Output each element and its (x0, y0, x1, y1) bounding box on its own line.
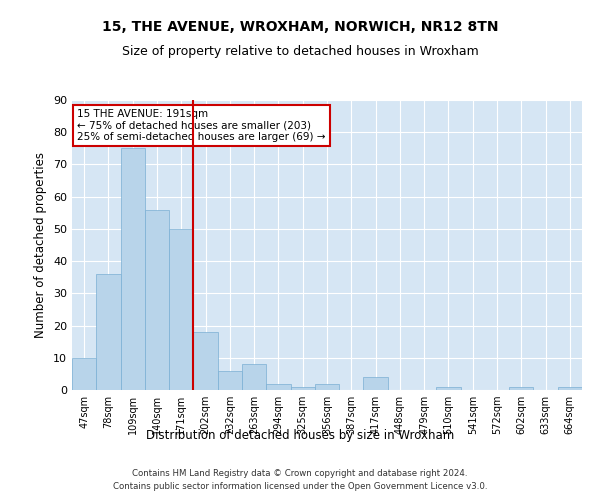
Bar (218, 370, 242, 390)
Bar (72, 358, 96, 390)
Bar (242, 364, 266, 390)
Bar (315, 384, 339, 390)
Bar (558, 387, 582, 390)
Bar (121, 148, 145, 390)
Bar (169, 229, 193, 390)
Bar (509, 387, 533, 390)
Text: 15 THE AVENUE: 191sqm
← 75% of detached houses are smaller (203)
25% of semi-det: 15 THE AVENUE: 191sqm ← 75% of detached … (77, 108, 326, 142)
Y-axis label: Number of detached properties: Number of detached properties (34, 152, 47, 338)
Text: Contains public sector information licensed under the Open Government Licence v3: Contains public sector information licen… (113, 482, 487, 491)
Text: Distribution of detached houses by size in Wroxham: Distribution of detached houses by size … (146, 428, 454, 442)
Bar (96, 274, 121, 390)
Bar (436, 387, 461, 390)
Bar (364, 377, 388, 390)
Bar (145, 210, 169, 390)
Bar (290, 387, 315, 390)
Bar (266, 384, 290, 390)
Text: 15, THE AVENUE, WROXHAM, NORWICH, NR12 8TN: 15, THE AVENUE, WROXHAM, NORWICH, NR12 8… (102, 20, 498, 34)
Bar (193, 332, 218, 390)
Text: Size of property relative to detached houses in Wroxham: Size of property relative to detached ho… (122, 45, 478, 58)
Text: Contains HM Land Registry data © Crown copyright and database right 2024.: Contains HM Land Registry data © Crown c… (132, 468, 468, 477)
